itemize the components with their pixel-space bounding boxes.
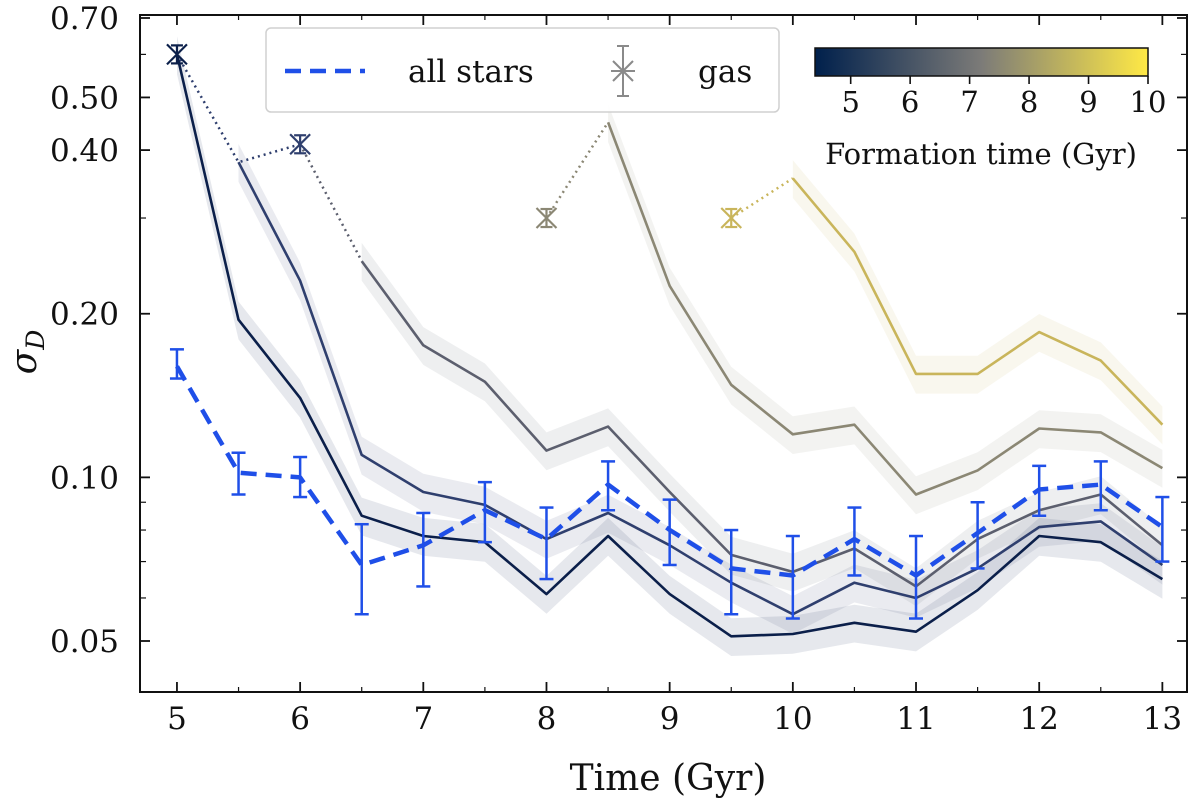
band-4	[792, 160, 1163, 445]
series-line-3	[606, 121, 1164, 496]
x-tick-label: 10	[773, 701, 812, 737]
series-line-2	[360, 260, 1164, 588]
series-lines	[175, 54, 1164, 638]
legend-gas-swatch	[611, 45, 635, 97]
y-tick-label: 0.20	[50, 297, 119, 333]
band-3	[608, 104, 1163, 515]
gas-connector-3	[545, 121, 610, 219]
legend-all-stars-label: all stars	[408, 54, 534, 90]
colorbar: 5 6 7 8 9 10 Formation time (Gyr)	[814, 47, 1166, 171]
series-line-0	[175, 54, 1164, 638]
x-axis-label: Time (Gyr)	[570, 758, 767, 799]
colorbar-tick-label: 9	[1079, 85, 1097, 119]
colorbar-gradient	[814, 47, 1149, 77]
x-tick-label: 5	[167, 701, 187, 737]
legend-gas-label: gas	[698, 54, 752, 90]
y-axis-label-sub: D	[21, 330, 50, 351]
colorbar-tick-label: 8	[1020, 85, 1038, 119]
gas-connector-4	[730, 177, 794, 220]
all-stars-errorbar	[662, 498, 677, 567]
x-tick-label: 12	[1019, 701, 1058, 737]
gas-point-4	[720, 207, 743, 229]
y-tick-label: 0.10	[50, 460, 119, 496]
x-tick-label: 7	[413, 701, 433, 737]
all-stars-errorbar	[539, 506, 554, 581]
y-axis-label-main: σ	[4, 348, 45, 374]
plot-frame	[139, 14, 1188, 693]
all-stars-errorbar	[909, 534, 924, 620]
legend-box	[265, 27, 780, 113]
gas-connector-6-to-7	[299, 143, 363, 262]
all-stars-errorbar	[970, 500, 985, 570]
colorbar-tick-label: 7	[960, 85, 978, 119]
y-tick-label: 0.70	[50, 1, 119, 37]
all-stars-errorbar	[293, 455, 308, 499]
gas-connector-5-to-6	[175, 53, 240, 163]
all-stars-series	[169, 348, 1170, 620]
colorbar-label: Formation time (Gyr)	[825, 137, 1137, 171]
gas-point-3	[535, 207, 558, 229]
all-stars-errorbar	[416, 511, 431, 588]
all-stars-errorbar	[231, 451, 246, 496]
all-stars-errorbar	[847, 506, 862, 577]
gas-point-1	[289, 133, 311, 156]
all-stars-errorbar	[1155, 495, 1170, 563]
x-tick-label: 8	[537, 701, 557, 737]
all-stars-errorbar	[354, 522, 369, 616]
colorbar-ticks: 5 6 7 8 9 10	[841, 76, 1166, 119]
x-tick-label: 9	[660, 701, 680, 737]
series-line-4	[791, 177, 1164, 426]
x-tick-label: 6	[290, 701, 310, 737]
all-stars-errorbar	[601, 460, 616, 512]
all-stars-errorbar	[785, 534, 800, 620]
gas-points	[166, 43, 743, 229]
series-line-1	[237, 161, 1164, 616]
y-tick-label: 0.50	[50, 80, 119, 116]
all-stars-errorbar	[169, 348, 184, 380]
all-stars-errorbar	[1032, 464, 1047, 517]
x-tick-label: 11	[896, 701, 935, 737]
all-stars-errorbar	[1093, 460, 1108, 512]
legend: all stars gas	[265, 27, 780, 113]
gas-point-0	[166, 43, 188, 66]
band-1	[238, 144, 1163, 634]
y-axis-ticks: 0.05 0.10 0.20 0.40 0.50 0.70	[50, 1, 1187, 660]
y-tick-label: 0.40	[50, 133, 119, 169]
gas-connectors	[175, 53, 794, 262]
y-tick-label: 0.05	[50, 624, 119, 660]
all-stars-errorbar	[477, 480, 492, 544]
colorbar-tick-label: 5	[841, 85, 859, 119]
x-axis-ticks: 5 6 7 8 9 10 11 12 13	[167, 15, 1182, 737]
x-tick-label: 13	[1143, 701, 1182, 737]
colorbar-tick-label: 6	[901, 85, 919, 119]
y-axis-label: σD	[4, 330, 50, 375]
all-stars-errorbar	[724, 528, 739, 616]
colorbar-tick-label: 10	[1130, 85, 1167, 119]
